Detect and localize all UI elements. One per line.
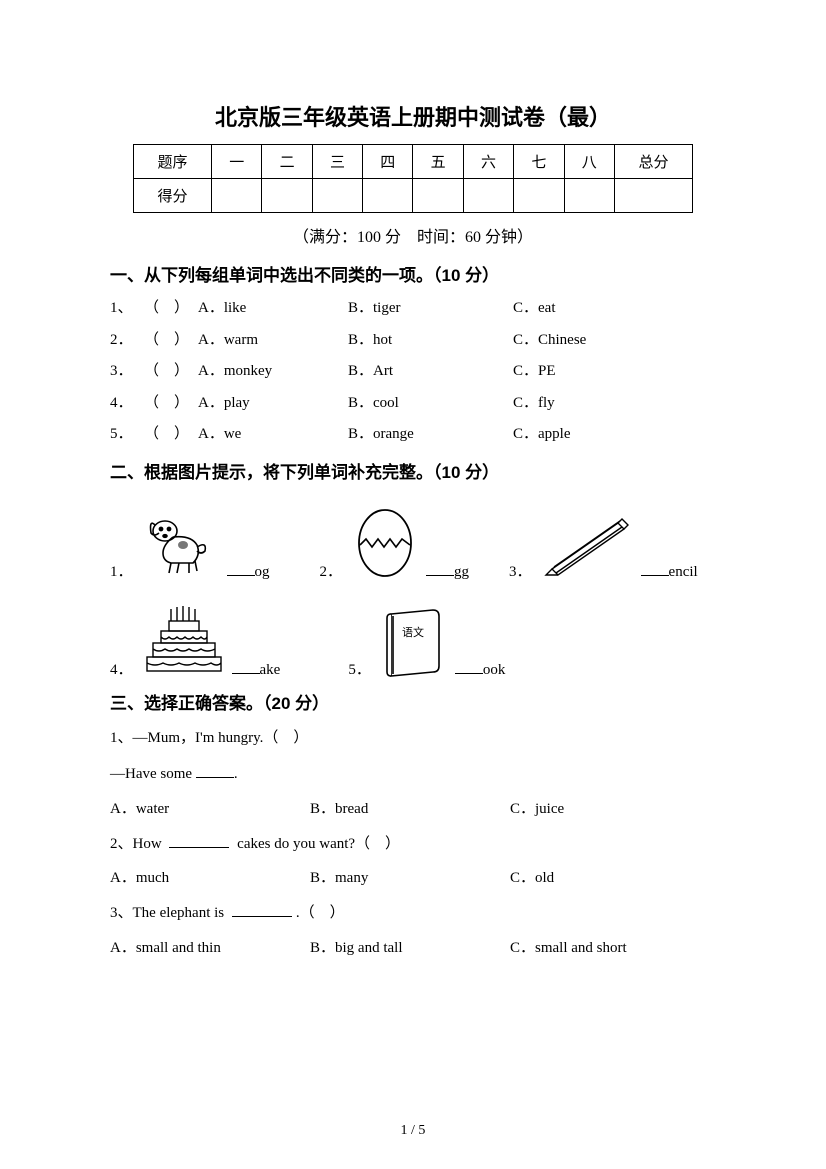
meta-line: （满分：100 分 时间：60 分钟） [110, 223, 716, 247]
q-paren: （ ） [144, 328, 198, 354]
opt-b: B．Art [348, 359, 513, 385]
pic-item: 1． og [110, 511, 270, 581]
table-row: 题序 一 二 三 四 五 六 七 八 总分 [134, 145, 693, 179]
th: 一 [212, 145, 262, 179]
opt-b: B．tiger [348, 296, 513, 322]
q-num: 2． [110, 328, 144, 354]
opt-b: B．hot [348, 328, 513, 354]
blank: ook [455, 659, 506, 679]
opt-a: A．water [110, 797, 310, 818]
td [514, 179, 564, 213]
section-3-head: 三、选择正确答案。（20 分） [110, 689, 716, 714]
q-num: 2． [320, 560, 343, 581]
q-num: 4． [110, 658, 133, 679]
pic-row-2: 4． ake 5． [110, 599, 716, 679]
dog-icon [141, 511, 221, 581]
q-num: 5． [110, 422, 144, 448]
opt-a: A．monkey [198, 359, 348, 385]
th: 七 [514, 145, 564, 179]
question-row: 3． （ ） A．monkey B．Art C．PE [110, 359, 716, 385]
q-paren: （ ） [144, 391, 198, 417]
question-row: 2． （ ） A．warm B．hot C．Chinese [110, 328, 716, 354]
section-1-head: 一、从下列每组单词中选出不同类的一项。（10 分） [110, 261, 716, 286]
blank: og [227, 561, 270, 581]
q-paren: （ ） [144, 359, 198, 385]
egg-icon [350, 501, 420, 581]
th: 四 [363, 145, 413, 179]
q3-3-line: 3、The elephant is .（ ） [110, 899, 716, 928]
pic-item: 2． gg [320, 501, 470, 581]
score-table: 题序 一 二 三 四 五 六 七 八 总分 得分 [133, 144, 693, 213]
q3-1-line2: —Have some . [110, 760, 716, 789]
td [564, 179, 614, 213]
opt-a: A．we [198, 422, 348, 448]
opt-b: B．many [310, 866, 510, 887]
opt-a: A．much [110, 866, 310, 887]
q-num: 5． [348, 658, 371, 679]
opt-b: B．big and tall [310, 936, 510, 957]
q3-1-line1: 1、—Mum，I'm hungry.（ ） [110, 724, 716, 753]
q-num: 1、 [110, 296, 144, 322]
th: 八 [564, 145, 614, 179]
opt-c: C．eat [513, 296, 673, 322]
td [413, 179, 463, 213]
q-num: 1． [110, 560, 133, 581]
th: 三 [312, 145, 362, 179]
q-paren: （ ） [144, 296, 198, 322]
td: 得分 [134, 179, 212, 213]
opt-c: C．Chinese [513, 328, 673, 354]
svg-text:语文: 语文 [402, 625, 424, 639]
opt-b: B．orange [348, 422, 513, 448]
blank: ake [232, 659, 281, 679]
th: 二 [262, 145, 312, 179]
q3-3-opts: A．small and thin B．big and tall C．small … [110, 936, 716, 957]
q-num: 3． [110, 359, 144, 385]
pic-row-1: 1． og 2． [110, 501, 716, 581]
pencil-icon [540, 511, 635, 581]
section-1-body: 1、 （ ） A．like B．tiger C．eat 2． （ ） A．war… [110, 296, 716, 448]
q-paren: （ ） [144, 422, 198, 448]
td [312, 179, 362, 213]
blank: gg [426, 561, 469, 581]
opt-c: C．PE [513, 359, 673, 385]
opt-b: B．bread [310, 797, 510, 818]
opt-c: C．small and short [510, 936, 710, 957]
q3-2-line: 2、How cakes do you want?（ ） [110, 830, 716, 859]
pic-item: 3． encil [509, 511, 698, 581]
opt-c: C．apple [513, 422, 673, 448]
pic-item: 5． 语文 ook [348, 604, 505, 679]
q3-1-opts: A．water B．bread C．juice [110, 797, 716, 818]
pic-item: 4． ake [110, 599, 280, 679]
q-num: 4． [110, 391, 144, 417]
td [212, 179, 262, 213]
opt-c: C．old [510, 866, 710, 887]
td [363, 179, 413, 213]
th: 五 [413, 145, 463, 179]
blank: encil [641, 561, 698, 581]
td [463, 179, 513, 213]
th: 六 [463, 145, 513, 179]
th: 总分 [614, 145, 692, 179]
book-icon: 语文 [379, 604, 449, 679]
opt-c: C．juice [510, 797, 710, 818]
q-num: 3． [509, 560, 532, 581]
td [262, 179, 312, 213]
page-number: 1 / 5 [0, 1123, 826, 1139]
page-title: 北京版三年级英语上册期中测试卷（最） [110, 100, 716, 132]
th: 题序 [134, 145, 212, 179]
opt-a: A．play [198, 391, 348, 417]
opt-a: A．small and thin [110, 936, 310, 957]
opt-a: A．like [198, 296, 348, 322]
opt-b: B．cool [348, 391, 513, 417]
opt-c: C．fly [513, 391, 673, 417]
td [614, 179, 692, 213]
q3-2-opts: A．much B．many C．old [110, 866, 716, 887]
section-2-head: 二、根据图片提示，将下列单词补充完整。（10 分） [110, 458, 716, 483]
table-row: 得分 [134, 179, 693, 213]
opt-a: A．warm [198, 328, 348, 354]
cake-icon [141, 599, 226, 679]
question-row: 1、 （ ） A．like B．tiger C．eat [110, 296, 716, 322]
question-row: 5． （ ） A．we B．orange C．apple [110, 422, 716, 448]
question-row: 4． （ ） A．play B．cool C．fly [110, 391, 716, 417]
